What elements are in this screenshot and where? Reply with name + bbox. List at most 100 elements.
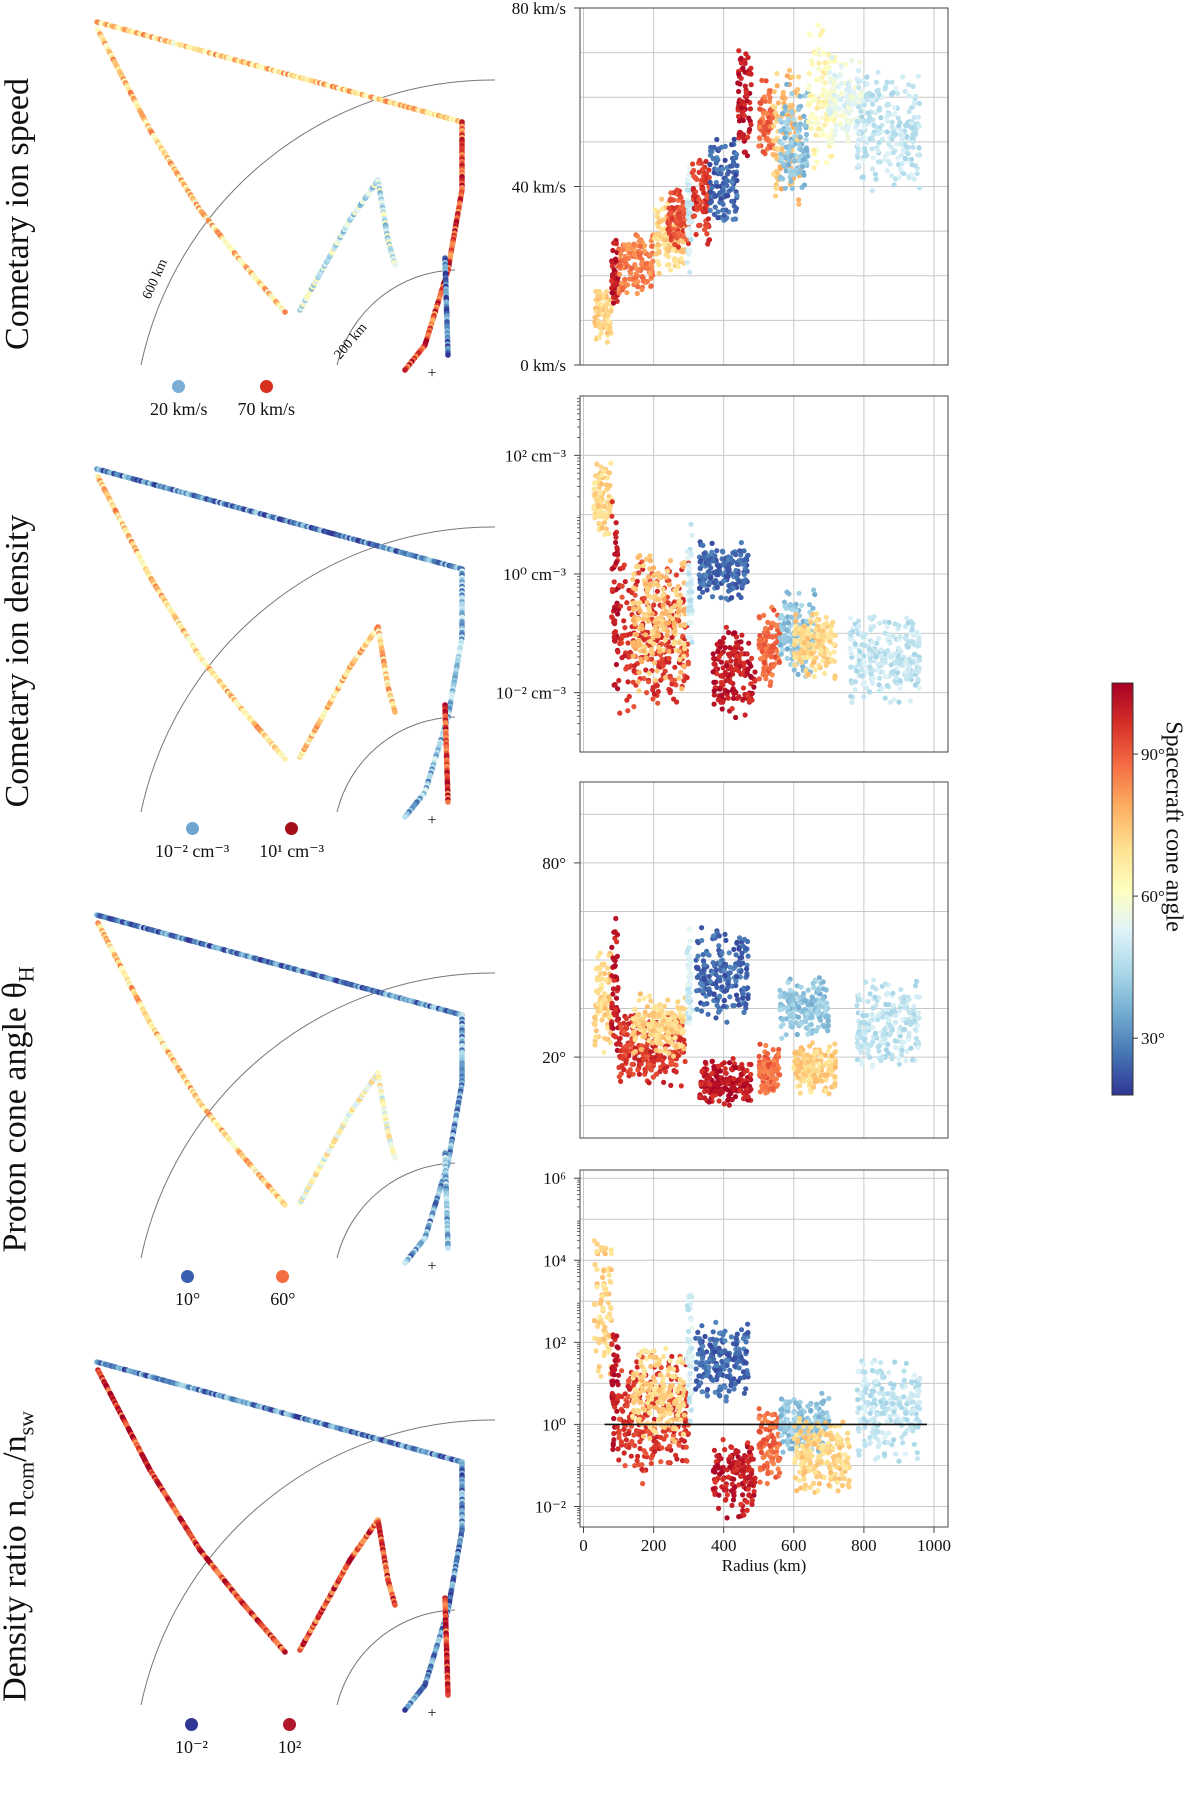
scatter-point [666, 648, 672, 654]
scatter-point [884, 151, 891, 157]
scatter-point [811, 673, 817, 680]
scatter-point [601, 503, 608, 509]
scatter-point [746, 115, 752, 121]
scatter-point [727, 1060, 733, 1066]
scatter-point [595, 1001, 601, 1007]
scatter-point [780, 89, 786, 96]
scatter-point [602, 1005, 608, 1011]
scatter-point [764, 146, 771, 152]
scatter-point [741, 660, 747, 666]
scatter-point [616, 290, 622, 296]
scatter-point [739, 133, 745, 139]
scatter-point [612, 974, 618, 980]
scatter-point [696, 169, 702, 175]
scatter-point [705, 561, 711, 567]
scatter-point [721, 1060, 727, 1066]
scatter-point [672, 664, 678, 670]
scatter-point [650, 696, 656, 702]
scatter-point [614, 953, 621, 960]
scatter-point [826, 1066, 832, 1072]
scatter-point [830, 137, 836, 143]
scatter-point [701, 551, 707, 557]
scatter-point [801, 1007, 807, 1014]
scatter-point [688, 521, 694, 527]
scatter-point [773, 185, 779, 191]
scatter-point [821, 670, 828, 676]
scatter-point [856, 623, 862, 630]
scatter-point [733, 992, 740, 998]
scatter-point [879, 1054, 885, 1060]
scatter-point [791, 667, 797, 673]
scatter-point [624, 1043, 631, 1049]
scatter-point [636, 688, 642, 694]
scatter-point [816, 60, 822, 66]
scatter-point [756, 637, 762, 643]
scatter-point [601, 1049, 607, 1055]
scatter-point [697, 594, 703, 600]
scatter-point [609, 259, 615, 265]
scatter-point [717, 960, 723, 967]
scatter-point [892, 1019, 899, 1025]
scatter-point [820, 50, 827, 56]
scatter-point [706, 973, 712, 980]
scatter-point [873, 176, 879, 182]
scatter-point [744, 651, 750, 657]
scatter-point [618, 603, 624, 609]
scatter-point [821, 131, 827, 137]
scatter-point [662, 1069, 669, 1075]
scatter-point [689, 532, 695, 538]
scatter-point [660, 586, 666, 592]
scatter-point [639, 274, 645, 280]
scatter-point [625, 640, 631, 646]
scatter-point [616, 271, 623, 277]
scatter-point [621, 1029, 627, 1035]
scatter-point [733, 581, 739, 588]
scatter-point [603, 977, 609, 984]
scatter-point [884, 624, 890, 630]
scatter-point [701, 1001, 707, 1007]
scatter-point [778, 651, 784, 657]
scatter-point [827, 69, 833, 76]
scatter-point [905, 644, 911, 650]
scatter-point [848, 108, 854, 114]
scatter-point [798, 147, 804, 153]
scatter-point [652, 660, 658, 666]
scatter-point [742, 561, 748, 567]
scatter-point [773, 1076, 780, 1082]
scatter-point [699, 199, 705, 205]
scatter-point [760, 110, 767, 116]
scatter-point [720, 180, 726, 186]
scatter-point [732, 648, 738, 655]
scatter-point [666, 1035, 672, 1041]
scatter-point [659, 196, 665, 202]
ytick-label: 10⁻² cm⁻³ [496, 684, 566, 703]
scatter-point [640, 563, 647, 569]
scatter-point [723, 963, 729, 969]
scatter-point [910, 83, 916, 90]
scatter-point [654, 668, 660, 674]
scatter-point [725, 1097, 731, 1103]
scatter-point [745, 985, 751, 991]
scatter-point [798, 1021, 805, 1027]
scatter-point [809, 651, 815, 657]
scatter-point [824, 1072, 831, 1078]
scatter-point [717, 993, 723, 999]
scatter-point [645, 574, 652, 580]
scatter-point [723, 937, 729, 944]
scatter-point [598, 481, 605, 487]
scatter-point [764, 1051, 771, 1057]
scatter-point [611, 240, 617, 246]
scatter-point [878, 653, 885, 659]
scatter-point [881, 157, 887, 163]
scatter-point [729, 198, 735, 204]
scatter-point [901, 171, 907, 177]
scatter-point [713, 160, 719, 166]
scatter-point [832, 132, 838, 138]
scatter-point [832, 1041, 838, 1047]
scatter-point [593, 288, 599, 294]
scatter-point [680, 206, 686, 212]
scatter-point [763, 625, 769, 631]
scatter-point [915, 152, 921, 158]
scatter-point [801, 93, 808, 99]
